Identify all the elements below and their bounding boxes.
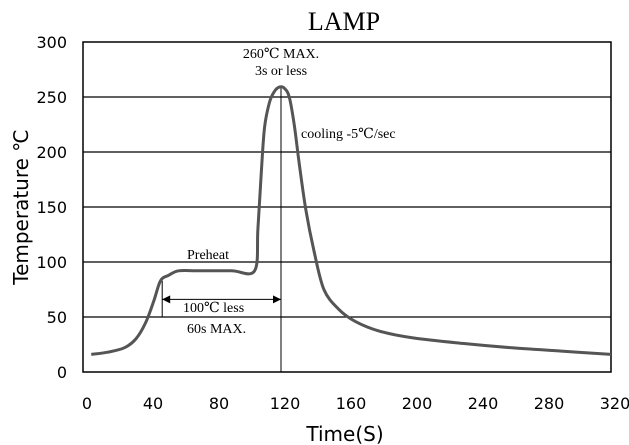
y-tick-label: 0 — [57, 363, 67, 382]
y-tick-label: 50 — [47, 308, 67, 327]
x-tick-label: 160 — [336, 394, 367, 413]
x-tick-label: 240 — [468, 394, 499, 413]
preheat-window-arrow — [161, 280, 281, 317]
window-max-annotation: 60s MAX. — [187, 322, 246, 337]
x-tick-label: 80 — [209, 394, 229, 413]
y-tick-label: 300 — [36, 33, 67, 52]
window-arrowhead-right — [273, 295, 281, 304]
y-tick-label: 100 — [36, 253, 67, 272]
window-arrowhead-left — [162, 295, 171, 304]
y-axis-label: Temperature ℃ — [9, 129, 33, 286]
y-tick-labels: 0 50 100 150 200 250 300 — [36, 33, 67, 382]
y-tick-label: 150 — [36, 198, 67, 217]
peak-annotation-line2: 3s or less — [255, 64, 307, 79]
x-tick-label: 280 — [534, 394, 565, 413]
x-tick-label: 200 — [402, 394, 433, 413]
y-tick-label: 250 — [36, 88, 67, 107]
x-tick-labels: 0 40 80 120 160 200 240 280 320 — [82, 394, 629, 413]
chart-title: LAMP — [308, 7, 380, 36]
temperature-curve — [91, 85, 612, 356]
x-axis-label: Time(S) — [305, 422, 383, 445]
y-tick-label: 200 — [36, 143, 67, 162]
x-tick-label: 40 — [143, 394, 163, 413]
grid-lines — [83, 96, 611, 318]
window-annotation: 100℃ less — [183, 301, 244, 316]
cooling-annotation: cooling -5℃/sec — [301, 127, 396, 142]
x-tick-label: 320 — [600, 394, 629, 413]
peak-annotation-line1: 260℃ MAX. — [243, 47, 319, 62]
preheat-annotation: Preheat — [187, 248, 229, 263]
x-tick-label: 0 — [82, 394, 92, 413]
x-tick-label: 120 — [270, 394, 301, 413]
